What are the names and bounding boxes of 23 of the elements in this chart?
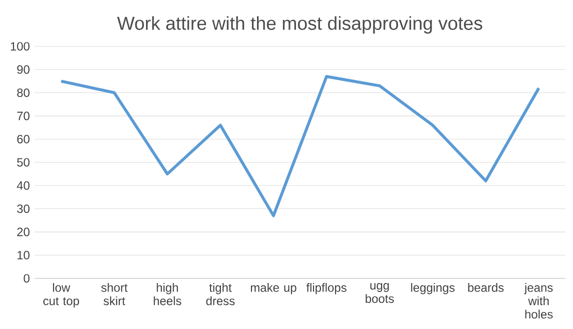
- y-tick-label: 60: [17, 134, 30, 144]
- x-tick-label: tight dress: [206, 283, 235, 306]
- y-tick-label: 10: [18, 250, 30, 260]
- x-tick-label: leggings: [411, 283, 455, 294]
- x-tick-label: make up: [250, 283, 296, 294]
- y-tick-label: 0: [24, 274, 30, 283]
- line-series: [60, 75, 540, 218]
- x-tick-label: ugg boots: [366, 283, 394, 303]
- y-tick-label: 90: [17, 65, 30, 74]
- x-tick-label: jeans with holes: [524, 283, 553, 319]
- y-tick-label: 40: [16, 181, 30, 190]
- x-tick-label: flipflops: [306, 283, 346, 294]
- x-tick-label: high heels: [154, 283, 182, 306]
- y-tick-label: 20: [17, 228, 30, 236]
- x-tick-label: beards: [468, 283, 504, 292]
- y-tick-label: 70: [17, 112, 30, 120]
- y-tick-label: 50: [17, 158, 30, 167]
- x-tick-label: low cut top: [43, 283, 80, 308]
- chart-title: Work attire with the most disapproving votes: [117, 16, 482, 34]
- x-tick-label: short skirt: [101, 283, 128, 306]
- y-tick-label: 80: [17, 88, 30, 97]
- y-tick-label: 100: [10, 42, 30, 51]
- y-tick-label: 30: [17, 204, 30, 213]
